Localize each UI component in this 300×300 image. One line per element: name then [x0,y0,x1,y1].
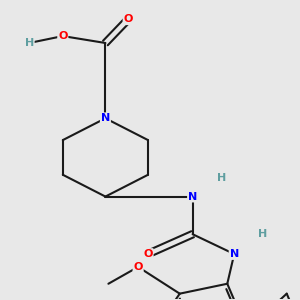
Text: N: N [230,249,239,259]
Text: O: O [134,262,143,272]
Text: N: N [101,113,110,123]
Text: O: O [58,31,68,41]
Text: O: O [124,14,133,24]
Text: H: H [217,173,226,183]
Text: H: H [258,229,268,239]
Text: O: O [143,249,153,259]
Text: N: N [188,192,197,202]
Text: H: H [25,38,34,48]
